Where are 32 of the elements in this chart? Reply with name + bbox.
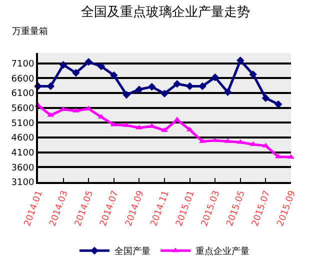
point [236,56,244,64]
y-tick-label: 5100 [11,118,34,129]
legend-label: 重点企业产量 [196,246,250,258]
y-tick-label: 6600 [11,74,34,84]
point [97,62,106,70]
point [122,90,130,99]
point [84,58,92,66]
y-tick-label: 4100 [11,148,34,158]
point [173,80,182,88]
point [274,100,282,108]
y-tick-label: 6100 [11,89,34,100]
y-tick-label: 4600 [11,134,34,144]
point [160,90,168,98]
legend-label: 全国产量 [114,246,150,258]
point [211,73,219,82]
point [135,86,144,94]
y-axis-title: 万重量箱 [12,26,48,37]
point [59,60,68,69]
y-tick-label: 3600 [11,163,34,174]
y-tick-label: 3100 [11,178,34,188]
point [198,82,206,90]
chart-title: 全国及重点玻璃企业产量走势 [81,5,250,20]
point [72,68,80,77]
point [110,71,118,80]
point [148,82,156,91]
point [161,127,168,132]
point [262,94,270,102]
y-tick-label: 7100 [11,60,34,70]
point [224,88,232,96]
point [249,70,257,78]
y-tick-label: 5600 [11,104,34,114]
point [288,154,294,159]
